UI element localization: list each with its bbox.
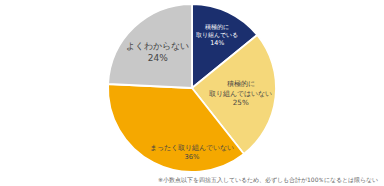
svg-text:積極的に取り組んでいる14%: 積極的に取り組んでいる14%	[196, 23, 238, 48]
svg-text:積極的に取り組んではいない25%: 積極的に取り組んではいない25%	[209, 79, 272, 107]
svg-text:※小数点以下を四捨五入しているため、必ずしも合計が100％に: ※小数点以下を四捨五入しているため、必ずしも合計が100％になるとは限らない	[158, 176, 378, 184]
svg-text:まったく取り組んでいない36%: まったく取り組んでいない36%	[150, 144, 234, 161]
svg-text:よくわからない24%: よくわからない24%	[126, 41, 189, 63]
